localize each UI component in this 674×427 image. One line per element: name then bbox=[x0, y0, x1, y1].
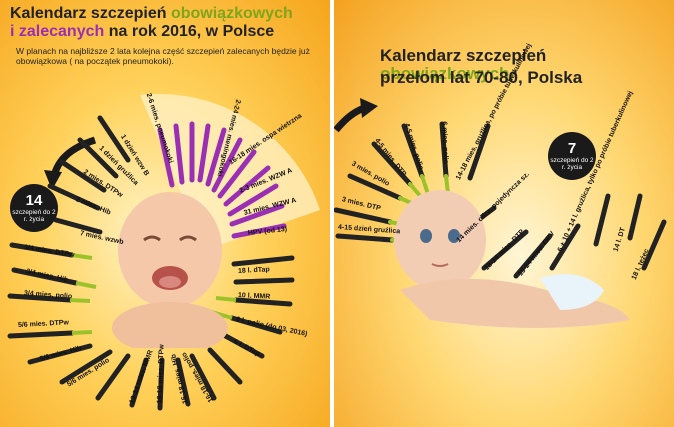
panel-divider bbox=[330, 0, 334, 427]
left-arrow-head bbox=[44, 170, 62, 190]
left-note: W planach na najbliższe 2 lata kolejna c… bbox=[16, 46, 310, 67]
left-recommended-syringes bbox=[157, 121, 287, 239]
left-syringes bbox=[7, 115, 295, 411]
right-title-line2: przełom lat 70-80, Polska bbox=[380, 68, 583, 87]
left-title-line1: Kalendarz szczepień obowiązkowych bbox=[10, 5, 293, 22]
smiling-baby-image bbox=[394, 190, 630, 328]
label-right-5: 6 mies. polio bbox=[440, 121, 449, 165]
right-panel-70s-80s: Kalendarz szczepień obowiązkowych przeło… bbox=[334, 0, 674, 427]
left-panel-2016: Kalendarz szczepień obowiązkowych i zale… bbox=[0, 0, 330, 427]
right-title-line1: Kalendarz szczepień obowiązkowych bbox=[380, 46, 547, 83]
crying-baby-image bbox=[112, 192, 228, 348]
right-arrow-shape bbox=[334, 104, 366, 133]
left-count-badge: 14 szczepień do 2 r. życia bbox=[10, 184, 58, 232]
left-title-line2: i zalecanych na rok 2016, w Polsce bbox=[10, 23, 275, 40]
left-syringe-art bbox=[7, 93, 320, 411]
right-arrow-head bbox=[360, 98, 378, 118]
right-count-badge: 7 szczepień do 2 r. życia bbox=[548, 132, 596, 180]
